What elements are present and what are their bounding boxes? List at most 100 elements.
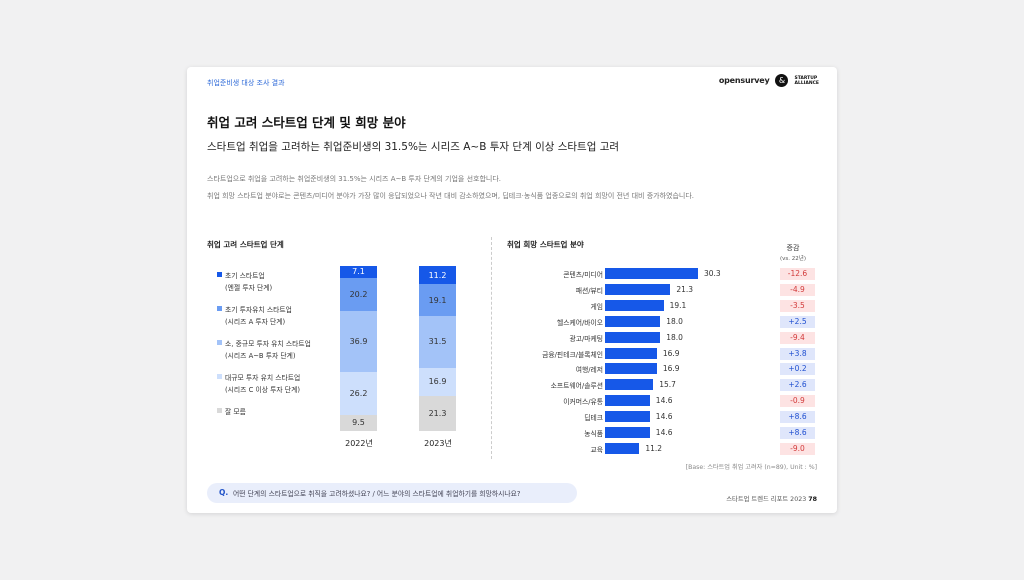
category-label: 여행/레저	[575, 366, 603, 375]
stack-segment: 19.1	[419, 284, 456, 316]
stack-segment: 11.2	[419, 266, 456, 285]
stage-chart-title: 취업 고려 스타트업 단계	[207, 240, 284, 249]
change-badge: -4.9	[780, 283, 815, 296]
value-label: 18.0	[666, 316, 683, 326]
category-bar	[605, 379, 654, 391]
category-bar	[605, 315, 661, 327]
opensurvey-logo: opensurvey	[718, 76, 770, 85]
category-bar	[605, 442, 640, 454]
stack-segment: 9.5	[340, 415, 377, 431]
category-label: 금융/핀테크/블록체인	[542, 350, 603, 359]
footer-text: 스타트업 트렌드 리포트 2023	[726, 496, 807, 503]
change-badge: -9.4	[780, 331, 815, 344]
stack-segment: 16.9	[419, 367, 456, 396]
change-subheader: (vs. 22년)	[780, 256, 806, 262]
change-badge: +8.6	[780, 427, 815, 439]
change-badge: -0.9	[780, 395, 815, 408]
category-label: 광고/마케팅	[569, 334, 603, 343]
stack-segment: 7.1	[340, 266, 377, 278]
stack-segment: 36.9	[340, 311, 377, 372]
question-text: 어떤 단계의 스타트업으로 취직을 고려하셨나요? / 어느 분야의 스타트업에…	[233, 490, 521, 498]
base-note: [Base: 스타트업 취업 고려자 (n=89), Unit : %]	[685, 464, 817, 471]
value-label: 19.1	[669, 300, 687, 310]
legend-swatch	[217, 374, 222, 379]
legend-sublabel: (엔젤 투자 단계)	[225, 284, 273, 292]
legend-swatch	[217, 272, 222, 277]
footer: 스타트업 트렌드 리포트 2023 78	[726, 494, 817, 503]
legend-label: 대규모 투자 유치 스타트업	[225, 374, 301, 382]
change-badge: +3.8	[780, 347, 815, 360]
change-header: 증감	[786, 244, 800, 252]
stack-segment: 26.2	[340, 371, 377, 416]
category-bar	[605, 411, 650, 423]
change-badge: -12.6	[780, 268, 815, 280]
value-label: 14.6	[655, 412, 673, 422]
value-label: 15.7	[659, 380, 676, 390]
category-bar	[605, 395, 650, 407]
category-label: 소프트웨어/솔루션	[550, 382, 603, 391]
category-label: 교육	[590, 445, 603, 454]
value-label: 16.9	[662, 348, 680, 358]
category-bar	[605, 299, 664, 311]
startup-alliance-logo: STARTUP ALLIANCE	[794, 75, 819, 86]
field-chart-title: 취업 희망 스타트업 분야	[507, 240, 584, 249]
category-label: 헬스케어/바이오	[556, 318, 603, 327]
category-label: 이커머스/유통	[563, 398, 603, 407]
category-bar	[605, 363, 657, 375]
category-label: 농식품	[584, 430, 603, 438]
category-label: 콘텐츠/미디어	[563, 271, 603, 279]
legend-label: 초기 스타트업	[225, 272, 265, 280]
report-card: 취업준비생 대상 조사 결과 opensurvey & STARTUP ALLIA…	[187, 67, 837, 513]
change-badge: +0.2	[780, 363, 815, 376]
legend-swatch	[217, 340, 222, 345]
value-label: 14.6	[655, 428, 673, 437]
category-bar	[605, 427, 650, 438]
legend-item: 잘 모름	[217, 406, 246, 418]
legend-sublabel: (시리즈 C 이상 투자 단계)	[225, 386, 300, 394]
category-bar	[605, 268, 698, 279]
legend-item: 소, 중규모 투자 유치 스타트업 (시리즈 A~B 투자 단계)	[217, 338, 311, 362]
value-label: 11.2	[645, 443, 663, 453]
legend-label: 초기 투자유치 스타트업	[225, 306, 292, 314]
value-label: 30.3	[704, 269, 721, 278]
legend-label: 소, 중규모 투자 유치 스타트업	[225, 340, 311, 348]
value-label: 14.6	[655, 396, 673, 406]
x-tick-label: 2022년	[345, 439, 373, 448]
category-bar	[605, 283, 671, 295]
x-tick-label: 2023년	[424, 439, 452, 448]
category-label: 딥테크	[584, 414, 603, 423]
change-badge: +8.6	[780, 411, 815, 424]
value-label: 16.9	[662, 364, 680, 374]
section-tag: 취업준비생 대상 조사 결과	[207, 79, 285, 87]
startup-alliance-mark-icon: &	[775, 74, 789, 87]
legend-swatch	[217, 408, 222, 413]
category-label: 게임	[590, 302, 603, 311]
legend-swatch	[217, 306, 222, 311]
change-badge: +2.6	[780, 379, 815, 392]
description-line-2: 취업 희망 스타트업 분야로는 콘텐츠/미디어 분야가 가장 많이 응답되었으나…	[207, 192, 695, 200]
legend-sublabel: (시리즈 A~B 투자 단계)	[225, 352, 296, 360]
legend-sublabel: (시리즈 A 투자 단계)	[225, 318, 286, 326]
change-badge: -9.0	[780, 442, 815, 455]
category-label: 패션/뷰티	[575, 286, 603, 295]
question-box: Q. 어떤 단계의 스타트업으로 취직을 고려하셨나요? / 어느 분야의 스타…	[207, 483, 577, 503]
stack-segment: 21.3	[419, 395, 456, 431]
question-label: Q.	[219, 488, 229, 497]
legend-item: 초기 스타트업 (엔젤 투자 단계)	[217, 270, 272, 294]
change-badge: +2.5	[780, 315, 815, 328]
legend-item: 대규모 투자 유치 스타트업 (시리즈 C 이상 투자 단계)	[217, 372, 300, 396]
category-bar	[605, 347, 657, 359]
legend-label: 잘 모름	[225, 408, 246, 416]
logo: opensurvey & STARTUP ALLIANCE	[719, 74, 819, 87]
category-bar	[605, 331, 661, 343]
page-subtitle: 스타트업 취업을 고려하는 취업준비생의 31.5%는 시리즈 A~B 투자 단…	[207, 141, 620, 153]
value-label: 18.0	[666, 332, 683, 342]
stack-segment: 31.5	[419, 315, 456, 368]
page-number: 78	[808, 496, 817, 503]
divider	[491, 237, 492, 459]
page-title: 취업 고려 스타트업 단계 및 희망 분야	[207, 115, 406, 130]
description-line-1: 스타트업으로 취업을 고려하는 취업준비생의 31.5%는 시리즈 A~B 투자…	[207, 175, 502, 183]
stack-segment: 20.2	[340, 277, 377, 312]
legend-item: 초기 투자유치 스타트업 (시리즈 A 투자 단계)	[217, 304, 292, 328]
change-badge: -3.5	[780, 299, 815, 312]
